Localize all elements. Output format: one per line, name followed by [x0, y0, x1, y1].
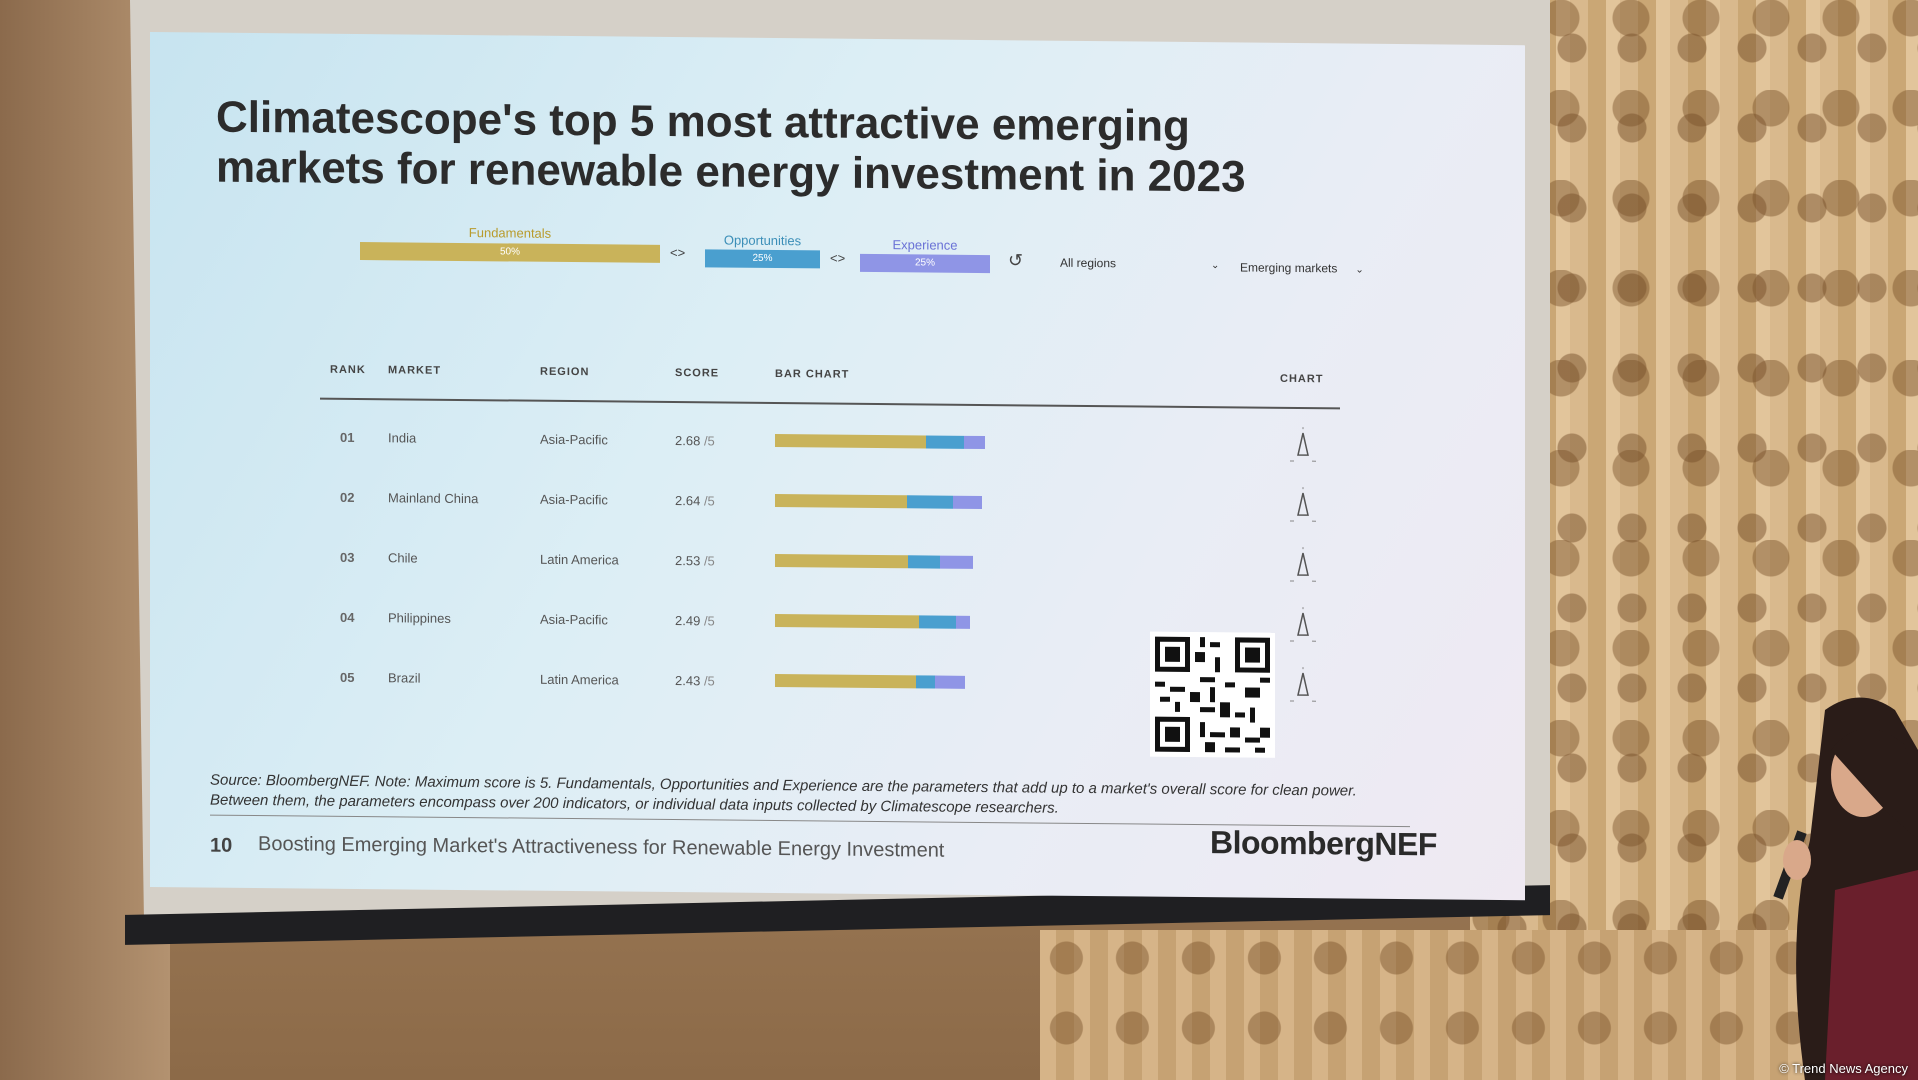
opportunities-segment — [915, 675, 935, 689]
rank-cell: 05 — [340, 669, 355, 685]
header-score: SCORE — [675, 367, 720, 380]
fundamentals-segment — [775, 493, 908, 509]
triangle-chart-icon[interactable] — [1280, 665, 1326, 707]
region-dropdown[interactable]: All regions ⌄ — [1060, 256, 1219, 272]
opportunities-segment — [907, 495, 953, 509]
chevron-down-icon: ⌄ — [1211, 260, 1220, 272]
rank-cell: 03 — [340, 549, 355, 565]
opportunities-label: Opportunities — [723, 232, 802, 249]
experience-segment — [956, 615, 971, 629]
fundamentals-segment — [775, 433, 927, 449]
header-divider — [320, 397, 1340, 410]
score-value: 2.64 — [675, 493, 701, 509]
score-max: /5 — [703, 433, 715, 449]
chevron-down-icon: ⌄ — [1355, 264, 1364, 276]
score-bar — [775, 493, 982, 509]
curtain-lower — [1040, 930, 1918, 1080]
experience-label: Experience — [892, 237, 958, 253]
triangle-chart-icon[interactable] — [1280, 545, 1326, 587]
table-row[interactable]: 05 Brazil Latin America 2.43 /5 — [320, 654, 1340, 714]
market-dropdown-value: Emerging markets — [1240, 260, 1338, 276]
score-bar — [775, 433, 985, 450]
region-cell: Latin America — [540, 671, 619, 688]
table-row[interactable]: 01 India Asia-Pacific 2.68 /5 — [320, 414, 1340, 474]
brand-logo: BloombergNEF — [1210, 824, 1437, 863]
score-value: 2.49 — [675, 613, 701, 629]
swap-icon[interactable]: <> — [830, 250, 846, 266]
triangle-chart-icon[interactable] — [1280, 485, 1326, 527]
weight-controls: Fundamentals 50% <> Opportunities 25% <>… — [320, 224, 1420, 295]
opportunities-segment — [919, 615, 957, 629]
table-row[interactable]: 02 Mainland China Asia-Pacific 2.64 /5 — [320, 474, 1340, 534]
rank-cell: 04 — [340, 609, 355, 625]
experience-segment — [963, 435, 985, 450]
triangle-chart-icon[interactable] — [1280, 605, 1326, 647]
region-cell: Asia-Pacific — [540, 611, 608, 628]
score-cell: 2.43 /5 — [675, 673, 715, 688]
market-cell: Philippines — [388, 610, 451, 626]
region-cell: Latin America — [540, 551, 619, 568]
market-cell: Chile — [388, 550, 418, 566]
presentation-slide: Climatescope's top 5 most attractive eme… — [150, 32, 1525, 901]
header-chart: CHART — [1280, 372, 1324, 386]
experience-weight-bar[interactable]: 25% — [860, 253, 990, 274]
market-cell: India — [388, 430, 417, 446]
watermark: © Trend News Agency — [1779, 1061, 1908, 1076]
score-max: /5 — [703, 493, 715, 509]
region-dropdown-value: All regions — [1060, 255, 1117, 271]
table-row[interactable]: 03 Chile Latin America 2.53 /5 — [320, 534, 1340, 594]
qr-code — [1150, 631, 1275, 758]
fundamentals-segment — [775, 673, 916, 689]
table-row[interactable]: 04 Philippines Asia-Pacific 2.49 /5 — [320, 594, 1340, 654]
score-value: 2.68 — [675, 433, 701, 449]
opportunities-weight-bar[interactable]: 25% — [705, 249, 820, 269]
header-market: MARKET — [388, 364, 442, 377]
experience-segment — [939, 555, 974, 569]
score-cell: 2.64 /5 — [675, 493, 715, 508]
score-cell: 2.49 /5 — [675, 613, 715, 628]
rank-cell: 02 — [340, 489, 355, 505]
score-max: /5 — [703, 613, 715, 629]
score-max: /5 — [703, 553, 715, 569]
score-value: 2.43 — [675, 673, 701, 689]
score-bar — [775, 673, 966, 689]
fundamentals-segment — [775, 553, 908, 569]
header-rank: RANK — [330, 363, 366, 377]
score-bar — [775, 613, 971, 629]
score-bar — [775, 553, 974, 569]
market-cell: Mainland China — [388, 490, 479, 507]
fundamentals-segment — [775, 613, 920, 629]
page-number: 10 — [210, 834, 233, 857]
ranking-table: RANK MARKET REGION SCORE BAR CHART CHART… — [320, 363, 1340, 702]
region-cell: Asia-Pacific — [540, 491, 608, 508]
score-value: 2.53 — [675, 553, 701, 569]
market-dropdown[interactable]: Emerging markets ⌄ — [1240, 260, 1364, 275]
reset-icon[interactable]: ↺ — [1008, 250, 1024, 271]
region-cell: Asia-Pacific — [540, 431, 608, 448]
fundamentals-weight-bar[interactable]: 50% — [360, 242, 660, 263]
experience-segment — [934, 675, 966, 689]
header-bar-chart: BAR CHART — [775, 367, 850, 381]
footer-title: Boosting Emerging Market's Attractivenes… — [258, 833, 945, 862]
rank-cell: 01 — [340, 429, 355, 445]
source-note: Source: BloombergNEF. Note: Maximum scor… — [210, 771, 1357, 817]
swap-icon[interactable]: <> — [670, 244, 686, 261]
market-cell: Brazil — [388, 670, 421, 686]
slide-title: Climatescope's top 5 most attractive eme… — [216, 92, 1246, 202]
opportunities-segment — [926, 435, 964, 449]
header-region: REGION — [540, 365, 590, 379]
score-cell: 2.68 /5 — [675, 433, 715, 448]
score-max: /5 — [703, 673, 715, 689]
presenter — [1773, 697, 1918, 1080]
opportunities-segment — [907, 555, 940, 569]
triangle-chart-icon[interactable] — [1280, 425, 1326, 467]
fundamentals-label: Fundamentals — [468, 225, 552, 241]
experience-segment — [952, 495, 982, 509]
score-cell: 2.53 /5 — [675, 553, 715, 568]
